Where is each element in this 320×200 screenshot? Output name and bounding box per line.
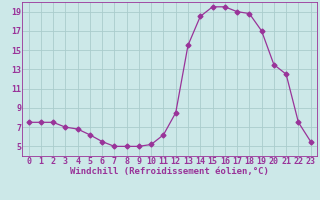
X-axis label: Windchill (Refroidissement éolien,°C): Windchill (Refroidissement éolien,°C) (70, 167, 269, 176)
